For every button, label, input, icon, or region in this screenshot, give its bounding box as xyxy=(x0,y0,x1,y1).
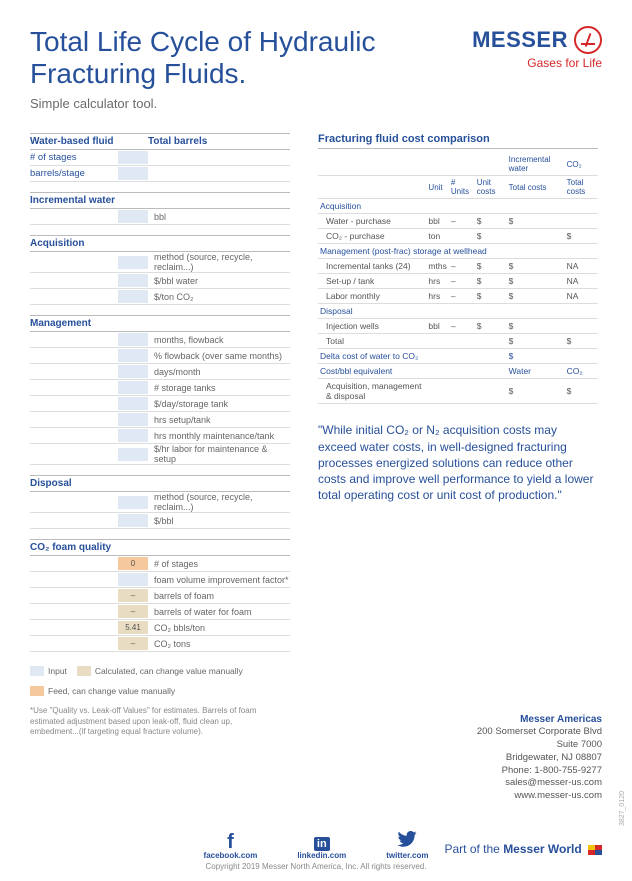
input-cell[interactable] xyxy=(118,514,148,527)
input-cell[interactable] xyxy=(118,256,148,269)
input-cell[interactable] xyxy=(118,429,148,442)
input-cell[interactable] xyxy=(118,397,148,410)
flag-icon xyxy=(588,845,602,855)
legend-swatch-input xyxy=(30,666,44,676)
input-cell[interactable] xyxy=(118,496,148,509)
page-footer: ffacebook.cominlinkedin.comtwitter.com P… xyxy=(30,831,602,871)
page-header: Total Life Cycle of Hydraulic Fracturing… xyxy=(30,26,602,111)
facebook-icon: f xyxy=(204,831,258,851)
social-link[interactable]: inlinkedin.com xyxy=(297,831,346,860)
quote-text: "While initial CO₂ or N₂ acquisition cos… xyxy=(318,422,598,503)
legend: Input Calculated, can change value manua… xyxy=(30,666,290,696)
input-cell[interactable]: – xyxy=(118,605,148,618)
legend-swatch-feed xyxy=(30,686,44,696)
comparison-title: Fracturing fluid cost comparison xyxy=(318,133,598,149)
input-cell[interactable]: 5.41 xyxy=(118,621,148,634)
logo-tagline: Gases for Life xyxy=(472,56,602,70)
logo-text: MESSER xyxy=(472,27,568,53)
social-link[interactable]: twitter.com xyxy=(386,831,428,860)
page-title: Total Life Cycle of Hydraulic Fracturing… xyxy=(30,26,472,90)
input-cell[interactable]: – xyxy=(118,637,148,650)
logo: MESSER Gases for Life xyxy=(472,26,602,70)
social-link[interactable]: ffacebook.com xyxy=(204,831,258,860)
input-cell[interactable]: 0 xyxy=(118,557,148,570)
input-cell[interactable]: – xyxy=(118,589,148,602)
input-cell[interactable] xyxy=(118,167,148,180)
input-cell[interactable] xyxy=(118,365,148,378)
document-code: 3827_0120 xyxy=(619,791,626,826)
input-cell[interactable] xyxy=(118,210,148,223)
copyright: Copyright 2019 Messer North America, Inc… xyxy=(30,862,602,871)
comparison-table: Incremental waterCO₂Unit# UnitsUnit cost… xyxy=(318,153,598,404)
input-cell[interactable] xyxy=(118,333,148,346)
input-cell[interactable] xyxy=(118,349,148,362)
right-column: Fracturing fluid cost comparison Increme… xyxy=(318,133,598,737)
input-cell[interactable] xyxy=(118,274,148,287)
input-cell[interactable] xyxy=(118,381,148,394)
contact-block: Messer Americas 200 Somerset Corporate B… xyxy=(477,713,602,803)
left-column: Water-based fluidTotal barrels# of stage… xyxy=(30,133,290,737)
input-cell[interactable] xyxy=(118,290,148,303)
twitter-icon xyxy=(386,831,428,851)
legend-swatch-calc xyxy=(77,666,91,676)
input-cell[interactable] xyxy=(118,413,148,426)
linkedin-icon: in xyxy=(297,831,346,851)
input-cell[interactable] xyxy=(118,151,148,164)
footnote: *Use "Quality vs. Leak-off Values" for e… xyxy=(30,706,280,737)
logo-icon xyxy=(574,26,602,54)
input-cell[interactable] xyxy=(118,448,148,461)
page-subtitle: Simple calculator tool. xyxy=(30,96,472,111)
input-cell[interactable] xyxy=(118,573,148,586)
